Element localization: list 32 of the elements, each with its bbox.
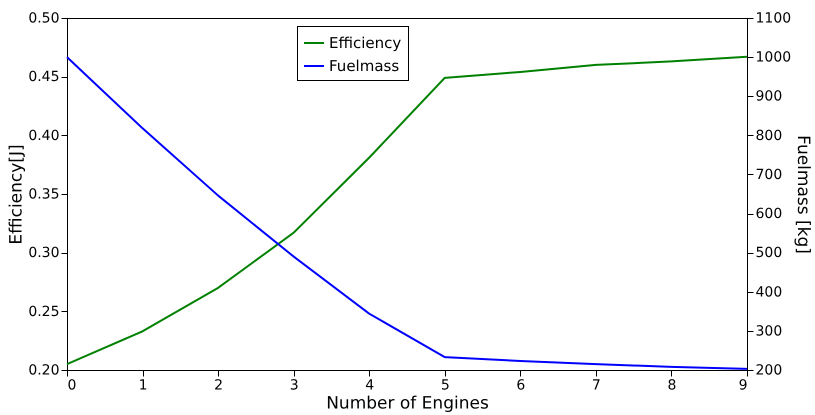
x-tick-label: 5 (440, 378, 450, 394)
y2-tick-label: 300 (756, 323, 782, 340)
x-tick-label: 2 (214, 378, 224, 394)
y2-tick-label: 700 (756, 166, 782, 183)
x-tick-label: 3 (290, 378, 299, 394)
x-tick-label: 0 (68, 378, 76, 394)
y2-tick-label: 500 (756, 245, 782, 262)
x-axis-title: Number of Engines (326, 394, 489, 414)
y-tick-label: 0.40 (28, 128, 60, 144)
legend-label: Fuelmass (329, 57, 400, 75)
x-tick-label: 8 (667, 378, 676, 394)
y2-tick-label: 800 (756, 128, 782, 144)
legend-label: Efficiency (329, 34, 402, 52)
x-tick-label: 6 (516, 378, 526, 394)
y-axis-title: Efficiency[J] (6, 144, 26, 245)
y-tick-label: 0.25 (28, 304, 60, 320)
y-tick-label: 0.45 (28, 69, 60, 86)
y2-tick-label: 1100 (756, 10, 792, 26)
y-tick-label: 0.35 (28, 186, 60, 202)
x-tick-label: 4 (365, 378, 374, 394)
y2-tick-label: 600 (756, 206, 782, 222)
x-tick-label: 1 (138, 378, 148, 394)
x-tick-label: 7 (592, 378, 601, 394)
y-tick-label: 0.50 (28, 10, 60, 26)
y-tick-label: 0.20 (28, 362, 60, 378)
y2-tick-label: 1000 (756, 50, 792, 66)
y-tick-label: 0.30 (28, 245, 60, 262)
y2-tick-label: 200 (756, 362, 782, 378)
x-tick-label: 9 (738, 378, 748, 394)
y2-tick-label: 900 (756, 88, 782, 105)
y2-axis-title: Fuelmass [kg] (793, 135, 814, 254)
y2-tick-label: 400 (756, 284, 782, 300)
